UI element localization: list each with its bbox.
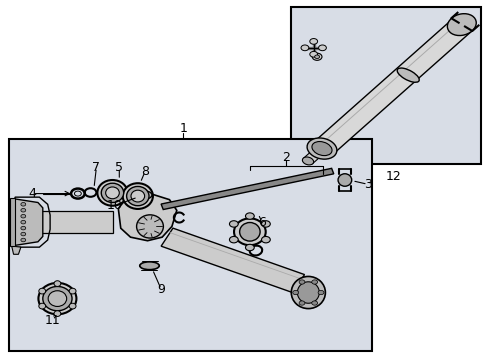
Circle shape [21,208,26,212]
Circle shape [312,301,318,305]
Text: 12: 12 [386,170,401,183]
Circle shape [262,221,270,227]
Ellipse shape [48,291,67,306]
Circle shape [299,280,305,284]
Text: 1: 1 [179,122,187,135]
Circle shape [21,203,26,206]
Polygon shape [303,146,326,164]
Ellipse shape [291,276,325,309]
Ellipse shape [447,14,476,36]
Ellipse shape [126,186,149,206]
Text: 5: 5 [115,161,123,174]
Circle shape [301,45,309,51]
Ellipse shape [137,215,163,238]
Circle shape [318,291,324,295]
Ellipse shape [69,288,76,294]
Ellipse shape [69,303,76,309]
Ellipse shape [140,262,159,270]
Ellipse shape [297,282,319,303]
Bar [9,139,372,351]
Text: 6: 6 [258,216,266,229]
Ellipse shape [240,222,260,241]
Ellipse shape [312,141,332,156]
Ellipse shape [122,183,153,209]
Text: 3: 3 [364,178,372,191]
Polygon shape [161,168,334,210]
Circle shape [310,51,318,57]
Ellipse shape [131,190,145,202]
Circle shape [318,45,326,51]
Circle shape [21,215,26,218]
Circle shape [21,232,26,236]
Ellipse shape [234,219,266,245]
Circle shape [312,280,318,284]
Text: 11: 11 [45,314,60,327]
Ellipse shape [397,68,419,82]
Bar [291,7,481,164]
Ellipse shape [106,187,119,199]
Polygon shape [118,193,177,241]
Text: 7: 7 [93,161,100,174]
Circle shape [245,213,254,219]
Polygon shape [10,198,15,247]
Ellipse shape [338,174,352,186]
Ellipse shape [307,138,337,159]
Polygon shape [161,228,304,293]
Circle shape [21,220,26,224]
Circle shape [21,238,26,242]
Ellipse shape [38,283,76,314]
Text: 4: 4 [28,187,37,200]
Circle shape [315,55,319,59]
Circle shape [229,237,238,243]
Circle shape [229,221,238,227]
Ellipse shape [54,311,61,316]
Polygon shape [311,15,476,157]
Polygon shape [11,244,21,254]
Circle shape [293,291,298,295]
Polygon shape [15,199,43,246]
Ellipse shape [39,288,46,294]
Circle shape [21,226,26,230]
Ellipse shape [43,287,72,311]
Circle shape [245,244,254,251]
Ellipse shape [302,157,314,165]
Circle shape [262,237,270,243]
Text: 10: 10 [106,199,122,212]
Ellipse shape [54,281,61,287]
Text: 9: 9 [157,283,165,296]
Ellipse shape [98,180,127,206]
Bar [28,211,114,233]
Circle shape [312,53,322,60]
Ellipse shape [101,183,123,203]
Text: 8: 8 [141,165,149,178]
Text: 2: 2 [282,150,291,164]
Ellipse shape [39,303,46,309]
Circle shape [310,39,318,44]
Ellipse shape [138,191,152,199]
Circle shape [299,301,305,305]
